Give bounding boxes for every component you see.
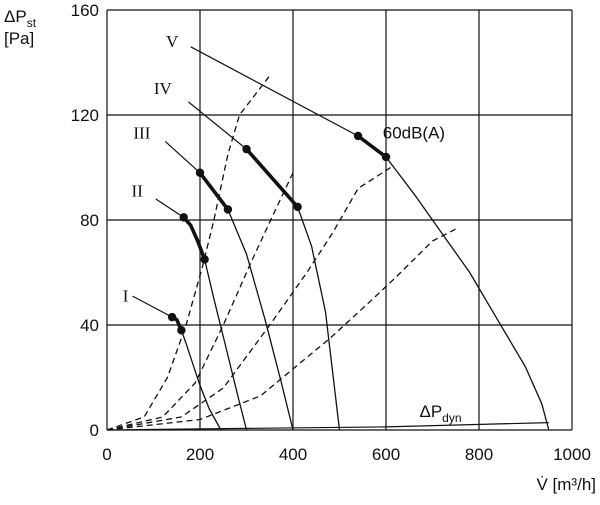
x-tick-label-0: 0	[102, 445, 111, 464]
series-point-i-0	[167, 312, 177, 322]
series-point-ii-1	[200, 255, 209, 264]
y-axis-title-main: ΔP	[4, 7, 27, 26]
x-axis-title: V̇ [m³/h]	[536, 475, 596, 494]
x-tick-label-4: 800	[465, 445, 493, 464]
curve-label-ii: II	[132, 181, 144, 200]
x-tick-label-3: 600	[372, 445, 400, 464]
series-line-dashed-5	[106, 75, 271, 431]
y-axis-unit: [Pa]	[4, 29, 34, 48]
tick-labels: 0 200 400 600 800 1000 0 40 80 120 160	[71, 1, 591, 464]
series-point-iii-1	[223, 205, 233, 214]
series-point-ii-0	[179, 213, 188, 222]
series-line-solid-thin-9	[106, 422, 549, 431]
series-point-i-1	[177, 326, 186, 335]
series-line-i	[171, 316, 222, 431]
curve-label-iii: III	[133, 124, 150, 143]
x-tick-label-1: 200	[186, 445, 214, 464]
series-line-dashed-8	[106, 227, 459, 431]
annotation-0: 60dB(A)	[383, 124, 445, 143]
y-axis-title-sub: st	[27, 16, 37, 30]
label-leader-3	[188, 101, 247, 150]
markers-group	[167, 131, 391, 335]
series-line-ii	[183, 216, 248, 431]
x-tick-label-2: 400	[279, 445, 307, 464]
series-line-v	[357, 135, 550, 431]
label-leader-4	[190, 46, 359, 137]
annotation-1: ΔPdyn	[419, 402, 461, 425]
series-point-iv-1	[293, 202, 302, 212]
series-bold-segment-iii	[198, 171, 230, 212]
series-bold-segment-iv	[244, 147, 300, 209]
y-tick-label-3: 120	[71, 106, 99, 125]
series-group	[106, 75, 550, 431]
y-tick-label-4: 160	[71, 1, 99, 20]
y-tick-label-1: 40	[80, 316, 99, 335]
label-leader-0	[132, 295, 173, 318]
x-tick-label-5: 1000	[553, 445, 591, 464]
y-tick-label-2: 80	[80, 211, 99, 230]
series-point-v-1	[381, 152, 391, 162]
curve-label-v: V	[166, 32, 179, 51]
curve-label-i: I	[123, 286, 129, 305]
series-bold-segment-ii	[181, 215, 207, 262]
y-axis-title: ΔPst	[4, 7, 37, 30]
series-line-dashed-6	[106, 172, 294, 431]
series-line-dashed-7	[106, 166, 391, 431]
curve-label-iv: IV	[154, 79, 173, 98]
y-tick-label-0: 0	[90, 421, 99, 440]
label-leader-2	[164, 140, 201, 174]
series-bold-segment-v	[356, 134, 388, 159]
label-leader-1	[155, 198, 185, 218]
